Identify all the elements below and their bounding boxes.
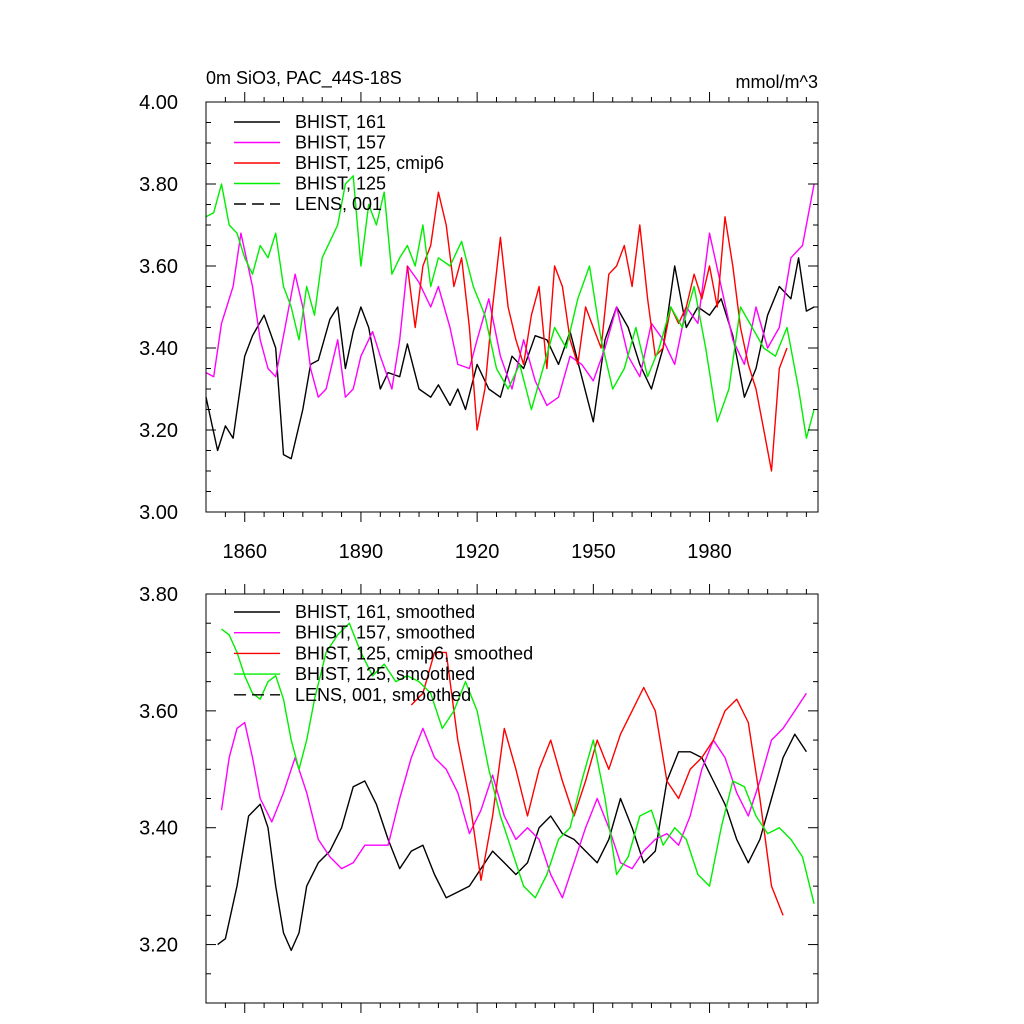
top-series-line-3 (406, 191, 788, 472)
bottom-legend-label-3: BHIST, 125, cmip6, smoothed (295, 643, 533, 663)
bottom-legend-label-2: BHIST, 157, smoothed (295, 623, 475, 643)
bottom-ytick-label: 3.60 (139, 701, 178, 723)
top-panel-units: mmol/m^3 (736, 72, 818, 92)
top-series-line-1 (205, 257, 815, 460)
top-xtick-label: 1980 (687, 541, 732, 563)
top-ytick-label: 3.00 (139, 502, 178, 524)
bottom-ytick-label: 3.20 (139, 935, 178, 957)
bottom-series-line-4 (221, 622, 815, 904)
bottom-series-line-3 (410, 651, 784, 916)
top-panel: 0m SiO3, PAC_44S-18S mmol/m^3 3.00 3.20 3.… (139, 68, 819, 563)
top-series-line-2 (205, 183, 815, 407)
bottom-legend-label-4: BHIST, 125, smoothed (295, 664, 475, 684)
bottom-ytick-label: 3.80 (139, 584, 178, 606)
top-ytick-label: 4.00 (139, 92, 178, 114)
top-ytick-label: 3.20 (139, 420, 178, 442)
top-xtick-label: 1890 (339, 541, 384, 563)
top-legend-label-1: BHIST, 161 (295, 112, 386, 132)
bottom-series-line-1 (217, 733, 807, 952)
top-legend-label-4: BHIST, 125 (295, 174, 386, 194)
top-xtick-label: 1920 (455, 541, 500, 563)
top-series-line-4 (205, 175, 815, 439)
top-ytick-label: 3.40 (139, 338, 178, 360)
bottom-legend-label-1: BHIST, 161, smoothed (295, 602, 475, 622)
top-ytick-label: 3.60 (139, 256, 178, 278)
top-ytick-label: 3.80 (139, 174, 178, 196)
top-xtick-label: 1860 (222, 541, 267, 563)
top-panel-title: 0m SiO3, PAC_44S-18S (206, 68, 402, 89)
bottom-series-line-2 (220, 692, 807, 899)
top-legend-label-3: BHIST, 125, cmip6 (295, 153, 444, 173)
top-legend-label-5: LENS, 001 (295, 194, 382, 214)
bottom-panel: 3.203.403.603.80 BHIST, 161, smoothedBHI… (139, 584, 819, 1013)
bottom-ytick-label: 3.40 (139, 818, 178, 840)
top-xtick-label: 1950 (571, 541, 616, 563)
bottom-legend-label-5: LENS, 001, smoothed (295, 685, 471, 705)
top-legend-label-2: BHIST, 157 (295, 133, 386, 153)
